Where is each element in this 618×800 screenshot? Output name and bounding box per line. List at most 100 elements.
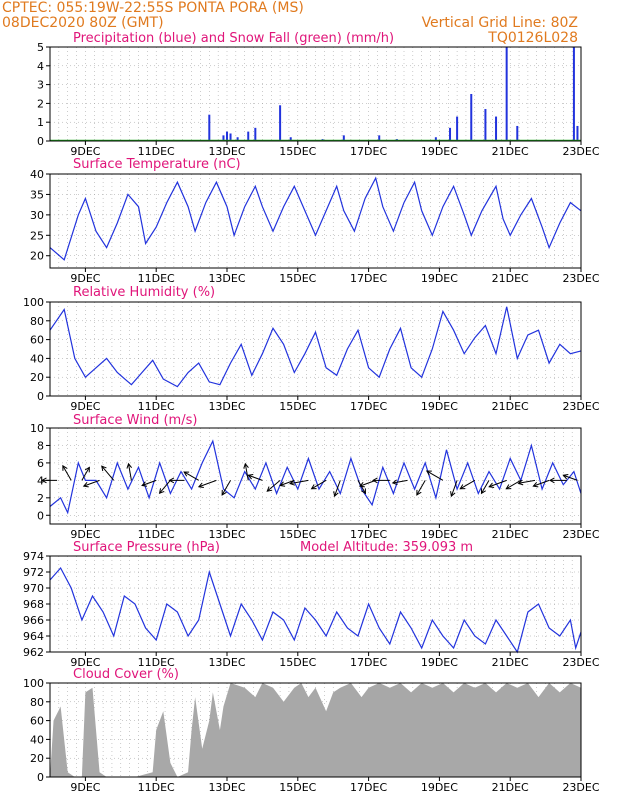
x-tick-label: 19DEC [421, 528, 458, 541]
precip-bar [576, 125, 579, 141]
precip-bar [572, 47, 575, 141]
precip-bar [254, 127, 257, 141]
wind-arrow-head [360, 488, 367, 495]
wind-arrow [533, 479, 550, 487]
x-tick-label: 17DEC [350, 145, 387, 158]
x-tick-label: 11DEC [138, 400, 175, 413]
precip-bar [226, 131, 228, 141]
y-tick-label: 4 [37, 474, 44, 487]
wind-arrow [334, 480, 341, 497]
wind-arrow-head [266, 486, 273, 492]
x-tick-label: 21DEC [492, 656, 529, 669]
wind-arrow [426, 470, 444, 481]
panel-title-wind: Surface Wind (m/s) [73, 413, 197, 428]
precip-bar [484, 109, 487, 141]
wind-arrow [563, 474, 578, 481]
y-tick-label: 5 [37, 41, 44, 54]
y-tick-label: 10 [30, 422, 44, 435]
panel-frame-precip [49, 46, 582, 142]
wind-arrow [183, 471, 199, 481]
wind-arrow-head [126, 462, 133, 469]
wind-arrow-head [391, 479, 398, 486]
y-tick-label: 20 [30, 250, 44, 263]
header-line2: 08DEC2020 80Z (GMT) [2, 15, 164, 31]
y-tick-label: 966 [23, 614, 44, 627]
y-tick-label: 25 [30, 229, 44, 242]
y-tick-label: 20 [30, 752, 44, 765]
wind-arrow [248, 474, 263, 481]
series-line-temperature [49, 176, 582, 261]
wind-arrow-head [197, 482, 204, 488]
precip-bar [342, 135, 345, 141]
y-tick-label: 974 [23, 550, 44, 563]
y-tick-label: 962 [23, 646, 44, 659]
y-tick-label: 3 [37, 79, 44, 92]
y-tick-label: 35 [30, 188, 44, 201]
wind-arrow [128, 463, 132, 481]
x-tick-label: 19DEC [421, 781, 458, 794]
y-tick-label: 968 [23, 598, 44, 611]
series-line-wind [49, 439, 582, 515]
wind-arrow-head [82, 482, 89, 488]
precip-bar [470, 94, 473, 141]
wind-arrow-head [101, 465, 107, 472]
precip-bar [449, 127, 452, 141]
wind-arrow-head [505, 484, 512, 490]
panel-cloud: Cloud Cover (%) 0 20 40 60 80 100 9DEC 11DEC 13DE… [23, 667, 600, 794]
x-tick-label: 13DEC [208, 145, 245, 158]
wind-arrow-head [84, 466, 90, 473]
x-tick-label: 13DEC [208, 528, 245, 541]
x-tick-label: 15DEC [279, 272, 316, 285]
y-tick-label: 4 [37, 60, 44, 73]
wind-arrow [221, 480, 231, 496]
x-tick-label: 19DEC [421, 272, 458, 285]
y-tick-label: 30 [30, 209, 44, 222]
wind-arrow [81, 467, 90, 481]
y-tick-label: 60 [30, 715, 44, 728]
y-tick-label: 60 [30, 334, 44, 347]
wind-arrow-head [168, 477, 175, 484]
header-run-id: TQ0126L028 [488, 30, 578, 46]
panel-title-cloud: Cloud Cover (%) [73, 667, 179, 682]
panel-pressure: Surface Pressure (hPa) Model Altitude: 35… [23, 540, 600, 669]
y-tick-label: 1 [37, 116, 44, 129]
x-tick-label: 17DEC [350, 528, 387, 541]
x-tick-label: 13DEC [208, 781, 245, 794]
y-tick-label: 100 [23, 296, 44, 309]
panel-frame-humidity [49, 301, 582, 397]
wind-arrow [141, 479, 157, 486]
series-line-pressure [49, 566, 582, 654]
y-tick-label: 100 [23, 677, 44, 690]
panel-annotation-pressure: Model Altitude: 359.093 m [300, 540, 473, 555]
x-tick-label: 21DEC [492, 145, 529, 158]
y-tick-label: 80 [30, 315, 44, 328]
x-tick-label: 11DEC [138, 781, 175, 794]
x-tick-label: 9DEC [70, 656, 100, 669]
panel-frame-cloud [49, 682, 582, 778]
x-tick-label: 19DEC [421, 400, 458, 413]
precip-bar [222, 135, 225, 141]
wind-arrow-head [480, 488, 486, 495]
wind-arrow-head [141, 481, 148, 487]
x-tick-label: 17DEC [350, 400, 387, 413]
wind-arrow-head [310, 484, 317, 490]
panel-title-temperature: Surface Temperature (nC) [73, 157, 241, 172]
y-tick-label: 40 [30, 168, 44, 181]
x-tick-label: 17DEC [350, 656, 387, 669]
y-tick-label: 80 [30, 696, 44, 709]
wind-arrow-head [425, 470, 432, 476]
x-tick-label: 21DEC [492, 272, 529, 285]
wind-arrow [450, 480, 458, 497]
wind-arrow-head [548, 477, 555, 484]
wind-arrow-head [488, 482, 495, 488]
y-tick-label: 0 [37, 135, 44, 148]
x-tick-label: 23DEC [562, 656, 599, 669]
y-tick-label: 20 [30, 371, 44, 384]
x-tick-label: 23DEC [562, 781, 599, 794]
x-tick-label: 9DEC [70, 400, 100, 413]
series-line-humidity [49, 306, 582, 388]
precip-bar [378, 135, 381, 141]
wind-arrow-head [221, 489, 227, 496]
x-tick-label: 13DEC [208, 400, 245, 413]
